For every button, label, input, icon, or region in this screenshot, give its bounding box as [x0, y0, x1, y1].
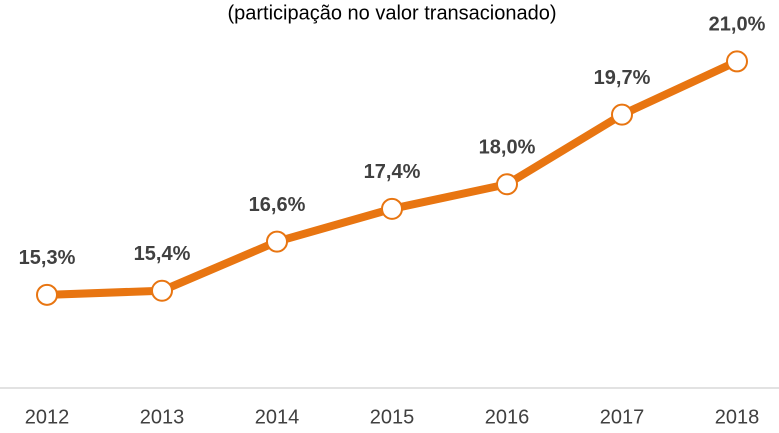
x-tick-label: 2015	[370, 406, 415, 428]
marker	[266, 230, 288, 253]
marker	[151, 279, 173, 302]
data-label: 21,0%	[709, 14, 766, 36]
data-label: 18,0%	[479, 137, 536, 159]
x-tick-label: 2013	[140, 406, 185, 428]
x-tick-label: 2012	[25, 406, 70, 428]
marker	[381, 197, 403, 220]
data-label: 19,7%	[594, 67, 651, 89]
marker	[611, 103, 633, 126]
x-tick-label: 2016	[485, 406, 530, 428]
data-label: 15,3%	[19, 247, 76, 269]
data-label: 15,4%	[134, 243, 191, 265]
marker	[36, 283, 58, 306]
data-label: 16,6%	[249, 194, 306, 216]
x-tick-label: 2018	[715, 406, 760, 428]
x-tick-label: 2017	[600, 406, 645, 428]
x-tick-label: 2014	[255, 406, 300, 428]
chart-title: (participação no valor transacionado)	[227, 2, 556, 24]
marker	[496, 173, 518, 196]
data-label: 17,4%	[364, 161, 421, 183]
marker	[726, 50, 748, 73]
